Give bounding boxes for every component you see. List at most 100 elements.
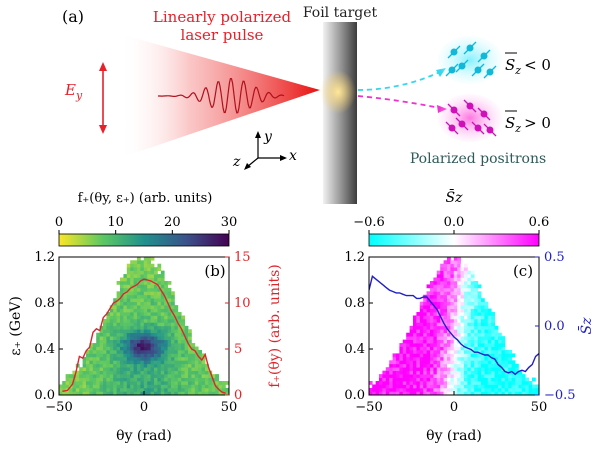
heatmap-c-cell (433, 343, 438, 347)
heatmap-c-cell (498, 387, 502, 392)
axis-z-label: z (232, 154, 241, 170)
heatmap-b-cell (123, 367, 128, 372)
heatmap-b-cell (133, 318, 138, 323)
heatmap-b-cell (160, 284, 165, 289)
heatmap-c-cell (481, 315, 485, 320)
ytick-label: 0.8 (34, 296, 55, 311)
heatmap-c-cell (399, 349, 404, 354)
heatmap-b-cell (126, 353, 131, 358)
heatmap-c-cell (498, 360, 502, 365)
heatmap-c-cell (477, 377, 482, 382)
heatmap-c-cell (457, 353, 461, 358)
heatmap-b-cell (140, 370, 145, 375)
heatmap-c-cell (447, 325, 451, 330)
heatmap-c-cell (426, 391, 431, 395)
heatmap-b-cell (82, 356, 87, 361)
heatmap-b-cell (143, 287, 148, 292)
heatmap-c-cell (481, 391, 485, 395)
heatmap-c-cell (413, 315, 417, 320)
heatmap-b-cell (147, 277, 151, 282)
heatmap-c-cell (470, 346, 475, 351)
heatmap-c-cell (447, 391, 451, 395)
heatmap-b-cell (133, 349, 138, 354)
heatmap-c-cell (423, 312, 427, 316)
heatmap-b-cell (174, 336, 179, 340)
heatmap-c-cell (416, 363, 421, 368)
heatmap-c-cell (464, 353, 468, 358)
heatmap-b-cell (126, 377, 131, 382)
heatmap-b-cell (106, 318, 111, 323)
heatmap-b-cell (103, 370, 107, 375)
heatmap-b-cell (137, 260, 141, 265)
heatmap-c-cell (460, 367, 465, 372)
heatmap-b-cell (150, 391, 155, 395)
heatmap-b-cell (130, 291, 134, 296)
heatmap-c-cell (440, 356, 444, 361)
heatmap-b-cell (113, 318, 117, 323)
heatmap-b-cell (164, 356, 168, 361)
heatmap-b-cell (120, 280, 124, 285)
heatmap-b-cell (184, 363, 189, 368)
heatmap-b-cell (140, 270, 145, 275)
heatmap-c-cell (460, 305, 465, 309)
heatmap-b-cell (69, 381, 73, 385)
heatmap-c-cell (436, 322, 441, 327)
heatmap-c-cell (453, 381, 458, 385)
panel-c-chart: S̄z −0.6 0.0 0.6 −50 0 500.00.40.81.2−0.50.0… (344, 188, 595, 444)
heatmap-b-cell (92, 360, 97, 365)
spin-arrow-4 (471, 63, 485, 77)
heatmap-b-cell (137, 387, 141, 392)
heatmap-c-cell (430, 312, 434, 316)
heatmap-b-cell (120, 370, 124, 375)
heatmap-b-cell (113, 315, 117, 320)
heatmap-c-cell (508, 367, 512, 372)
panel-a-schematic: (a) Linearly polarized laser pulse Ey Fo… (62, 5, 551, 204)
heatmap-c-cell (494, 377, 499, 382)
heatmap-b-cell (79, 367, 83, 372)
heatmap-b-cell (137, 391, 141, 395)
heatmap-b-cell (133, 270, 138, 275)
heatmap-c-cell (477, 298, 482, 303)
colorbar-tick-label: 0 (55, 215, 63, 230)
heatmap-b-cell (177, 384, 182, 389)
heatmap-b-cell (123, 363, 128, 368)
heatmap-c-cell (409, 377, 414, 382)
heatmap-b-cell (177, 315, 182, 320)
heatmap-b-cell (92, 363, 97, 368)
heatmap-c-cell (467, 305, 472, 309)
heatmap-b-cell (120, 387, 124, 392)
heatmap-c-cell (450, 336, 455, 340)
positron-label: Polarized positrons (410, 151, 546, 167)
heatmap-c-cell (477, 370, 482, 375)
heatmap-c-cell (487, 315, 492, 320)
heatmap-c-cell (443, 284, 448, 289)
heatmap-c-cell (470, 298, 475, 303)
ytick-label: 0.0 (34, 388, 55, 403)
heatmap-c-cell (440, 387, 444, 392)
heatmap-c-cell (470, 349, 475, 354)
heatmap-c-cell (481, 387, 485, 392)
heatmap-b-cell (167, 294, 172, 299)
heatmap-c-cell (426, 308, 431, 313)
heatmap-c-cell (484, 370, 489, 375)
heatmap-c-cell (447, 387, 451, 392)
heatmap-b-cell (164, 325, 168, 330)
heatmap-b-cell (126, 363, 131, 368)
heatmap-c-cell (443, 332, 448, 337)
heatmap-c-cell (457, 343, 461, 347)
heatmap-c-cell (443, 377, 448, 382)
heatmap-c-cell (460, 315, 465, 320)
heatmap-b-cell (150, 370, 155, 375)
heatmap-c-cell (382, 391, 387, 395)
heatmap-c-cell (474, 343, 478, 347)
ey-arrow (99, 62, 107, 134)
heatmap-c-cell (491, 318, 495, 323)
heatmap-b-cell (171, 332, 175, 337)
heatmap-b-cell (184, 343, 189, 347)
heatmap-c-cell (481, 374, 485, 378)
heatmap-b-cell (205, 363, 209, 368)
heatmap-b-cell (69, 377, 73, 382)
heatmap-c-cell (423, 343, 427, 347)
heatmap-b-cell (133, 391, 138, 395)
heatmap-b-cell (181, 387, 185, 392)
